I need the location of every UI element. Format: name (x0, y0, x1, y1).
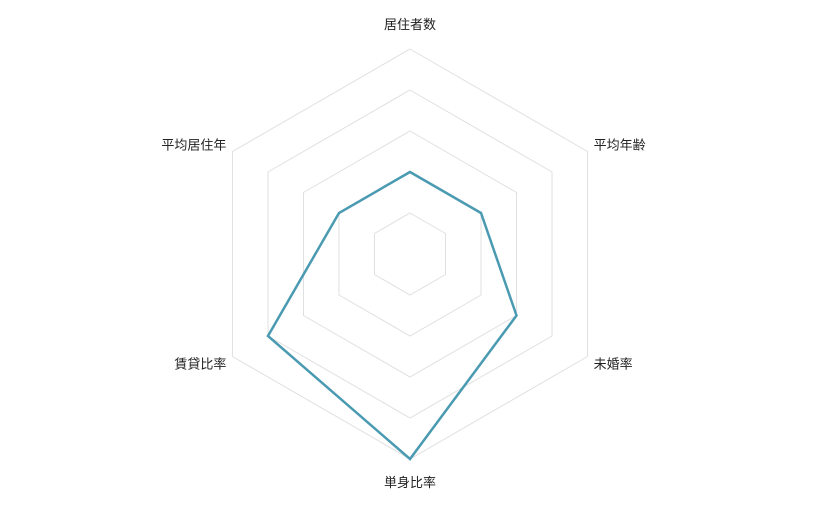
axis-label: 平均居住年 (161, 139, 226, 154)
grid-ring (302, 130, 518, 378)
grid-ring (338, 171, 482, 337)
axis-label: 居住者数 (384, 18, 436, 33)
radar-grid (231, 48, 589, 460)
axis-label: 賃貸比率 (174, 357, 226, 373)
axis-label: 未婚率 (594, 357, 633, 373)
radar-series (266, 170, 518, 461)
grid-ring (373, 212, 447, 296)
grid-ring (231, 48, 589, 460)
axis-label: 単身比率 (384, 475, 436, 491)
grid-ring (267, 89, 553, 419)
axis-label: 平均年齢 (594, 139, 646, 154)
series-line (266, 170, 518, 461)
